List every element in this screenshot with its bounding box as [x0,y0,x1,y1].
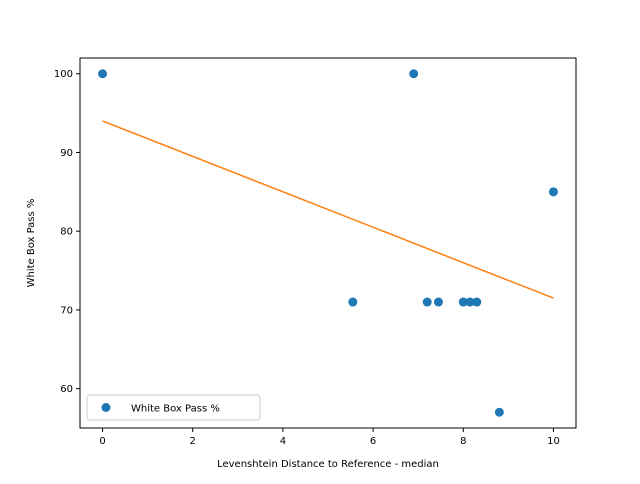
data-point [458,297,468,307]
points-layer [98,69,558,417]
x-axis: 0 2 4 6 8 10 [99,428,560,447]
legend-marker [101,403,111,412]
x-tick-label: 0 [99,436,105,447]
data-point [433,297,443,307]
data-point [472,297,482,307]
legend-label: White Box Pass % [131,404,220,415]
y-tick-label: 90 [60,148,73,159]
data-point [409,69,419,79]
x-tick-label: 4 [280,436,286,447]
data-point [494,407,504,417]
data-point [465,297,475,307]
data-point [348,297,358,307]
y-tick-label: 70 [60,305,73,316]
legend: White Box Pass % [86,394,261,421]
x-axis-label: Levenshtein Distance to Reference - medi… [217,459,439,470]
plot-frame [79,57,577,429]
trendline-layer [102,120,554,299]
data-point [98,69,108,79]
legend-box [86,394,261,421]
y-axis-label: White Box Pass % [26,199,37,288]
plot-area [80,58,576,428]
y-tick-label: 80 [60,227,73,238]
y-tick-label: 60 [60,384,73,395]
trendline [102,120,554,299]
y-tick-label: 100 [54,69,73,80]
data-point [422,297,432,307]
y-axis: 60 70 80 90 100 [54,69,80,395]
x-tick-label: 6 [370,436,376,447]
data-point [548,187,558,197]
x-tick-label: 8 [460,436,466,447]
x-tick-label: 2 [190,436,196,447]
x-tick-label: 10 [547,436,560,447]
